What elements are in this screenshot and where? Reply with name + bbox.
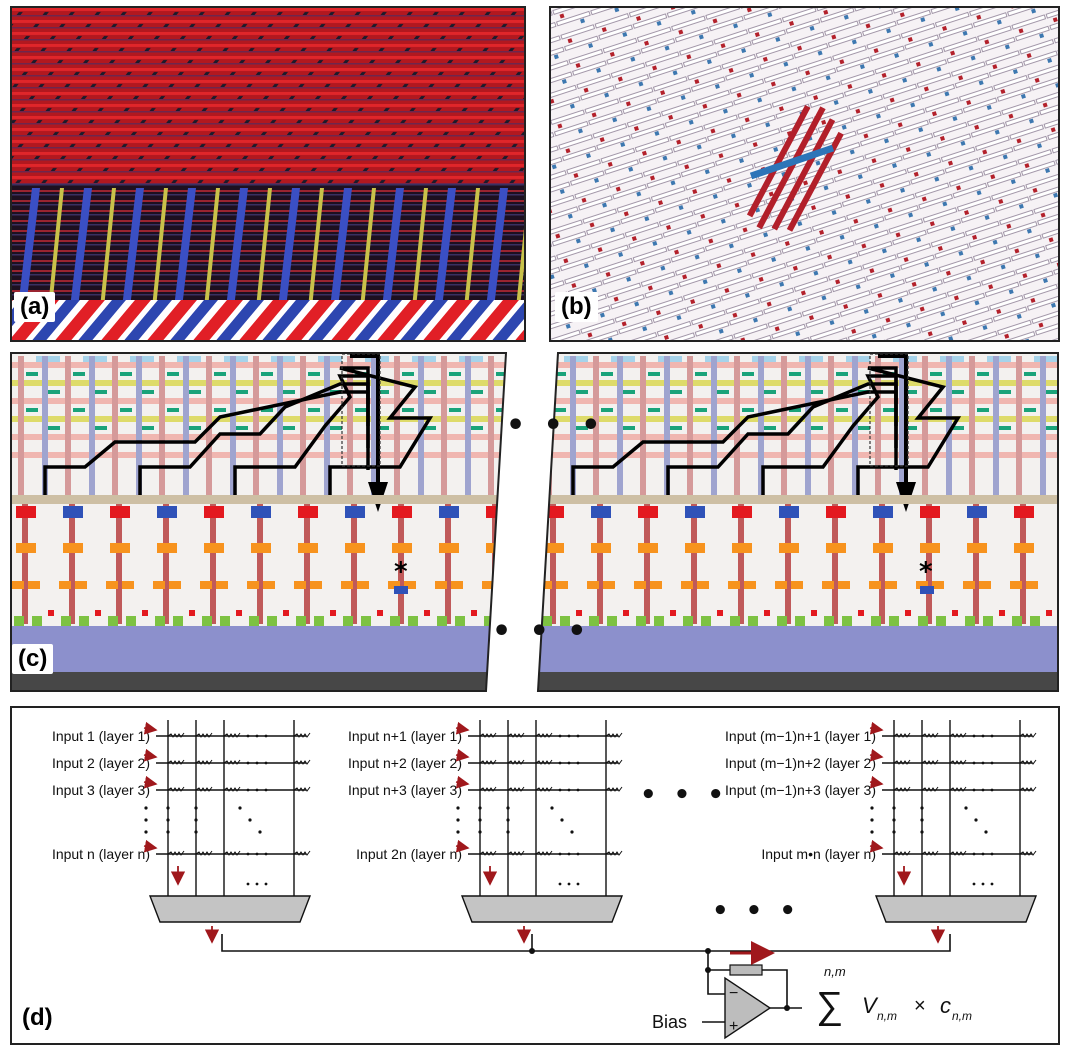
panel-a-3d-stack-render: (a) [10, 6, 526, 342]
input-label: Input m•n (layer n) [761, 846, 876, 862]
sum-limits: n,m [824, 964, 846, 979]
yellow-pillar [48, 188, 64, 308]
crossbar-group-2: Input n+1 (layer 1) Input n+2 (layer 2) In… [348, 720, 624, 944]
wordline-layer [538, 398, 1058, 404]
yellow-pillar [308, 188, 324, 308]
blue-pillar [226, 188, 248, 308]
panel-c-ellipsis-top: • • • [506, 408, 605, 443]
input-label: Input 2 (layer 2) [52, 755, 150, 771]
panel-d-svg: Input 1 (layer 1) Input 2 (layer 2) Input … [52, 720, 1038, 1040]
term-c-sub: n,m [952, 1009, 972, 1023]
yellow-pillar [464, 188, 480, 308]
wordline-layer [538, 434, 1058, 440]
red-contact [732, 506, 752, 518]
panel-d-circuit: Input 1 (layer 1) Input 2 (layer 2) Input … [10, 706, 1060, 1045]
panel-d-ellipsis-bottom: • • • [712, 896, 800, 926]
marker-asterisk-right: * [919, 557, 933, 587]
times-sign: × [914, 995, 926, 1017]
blue-contact [63, 506, 83, 518]
blue-pillar [174, 188, 196, 308]
red-contact [16, 506, 36, 518]
blue-pillar [70, 188, 92, 308]
sense-amplifier [460, 895, 624, 923]
blue-pillar [122, 188, 144, 308]
blue-pillar [486, 188, 508, 308]
panel-b-layout-view: (b) [549, 6, 1060, 342]
blue-pillar [278, 188, 300, 308]
red-contact [920, 506, 940, 518]
blue-contact [439, 506, 459, 518]
red-contact [298, 506, 318, 518]
blue-pillar [330, 188, 352, 308]
red-contact [544, 506, 564, 518]
panel-c-svg [10, 352, 1059, 692]
input-label: Input n+3 (layer 3) [348, 782, 462, 798]
op-amp [724, 976, 772, 1040]
yellow-pillar [152, 188, 168, 308]
blue-contact [591, 506, 611, 518]
input-label: Input (m−1)n+3 (layer 3) [725, 782, 876, 798]
input-label: Input 1 (layer 1) [52, 728, 150, 744]
blue-pillar [18, 188, 40, 308]
yellow-pillar [516, 228, 524, 308]
panel-b-layout [551, 8, 1058, 340]
op-amp-plus: + [729, 1018, 738, 1035]
red-contact [204, 506, 224, 518]
panel-b-label: (b) [555, 292, 598, 322]
yellow-pillar [100, 188, 116, 308]
blue-contact [345, 506, 365, 518]
input-label: Input (m−1)n+1 (layer 1) [725, 728, 876, 744]
feedback-resistor [729, 964, 763, 976]
blue-contact [251, 506, 271, 518]
red-contact [110, 506, 130, 518]
op-amp-minus: − [729, 985, 738, 1002]
sum-symbol: ∑ [816, 985, 843, 1027]
blue-contact [685, 506, 705, 518]
red-contact [638, 506, 658, 518]
panel-d-label: (d) [22, 1004, 53, 1032]
wordline-layer [538, 380, 1058, 386]
crossbar-group-1: Input 1 (layer 1) Input 2 (layer 2) Input … [52, 720, 312, 944]
wordline-layer [538, 362, 1058, 368]
input-label: Input n+1 (layer 1) [348, 728, 462, 744]
blue-contact [873, 506, 893, 518]
crossbar-group-m: Input (m−1)n+1 (layer 1) Input (m−1)n+2 (… [725, 720, 1038, 944]
sense-amplifier [148, 895, 312, 923]
yellow-pillar [360, 188, 376, 308]
bias-label: Bias [652, 1012, 687, 1032]
wordline-layer [538, 416, 1058, 422]
panel-c-cross-section: • • • • • • * * (c) [10, 352, 1060, 694]
blue-pillar [434, 188, 456, 308]
panel-c-label: (c) [12, 644, 54, 674]
yellow-pillar [412, 188, 428, 308]
red-contact [392, 506, 412, 518]
term-c: c [940, 993, 951, 1018]
term-v-sub: n,m [877, 1009, 897, 1023]
sense-amplifier [874, 895, 1038, 923]
red-contact [1014, 506, 1034, 518]
input-label: Input n (layer n) [52, 846, 150, 862]
output-formula: n,m ∑ V n,m × c n,m [816, 964, 972, 1027]
input-label: Input n+2 (layer 2) [348, 755, 462, 771]
panel-a-render [12, 8, 524, 340]
input-label: Input 3 (layer 3) [52, 782, 150, 798]
panel-c-ellipsis-bottom: • • • [492, 614, 591, 649]
highlighted-cell [746, 105, 844, 232]
wordline-layer [538, 452, 1058, 458]
blue-contact [157, 506, 177, 518]
blue-pillar [382, 188, 404, 308]
marker-asterisk-left: * [394, 557, 408, 587]
red-contact [826, 506, 846, 518]
term-v: V [862, 993, 879, 1018]
input-label: Input 2n (layer n) [356, 846, 462, 862]
panel-a-label: (a) [14, 292, 56, 322]
input-label: Input (m−1)n+2 (layer 2) [725, 755, 876, 771]
blue-contact [967, 506, 987, 518]
yellow-pillar [204, 188, 220, 308]
yellow-pillar [256, 188, 272, 308]
panel-d-ellipsis-middle: • • • [640, 780, 728, 810]
blue-contact [779, 506, 799, 518]
